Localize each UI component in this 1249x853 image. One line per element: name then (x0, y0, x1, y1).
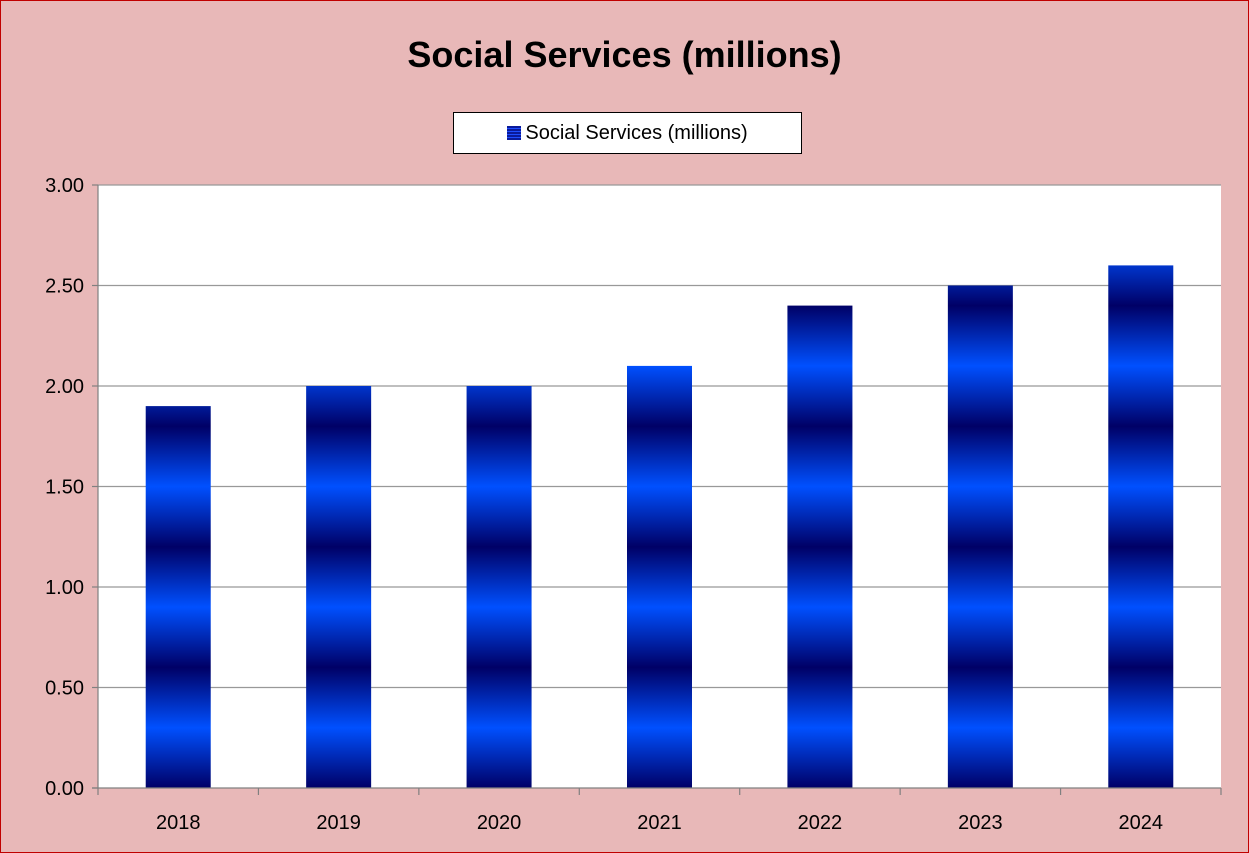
bar-2020 (466, 386, 532, 788)
bar-2018 (145, 406, 211, 788)
bar-2022 (787, 305, 853, 788)
bars (145, 265, 1174, 788)
y-tick-label: 0.50 (45, 678, 84, 700)
legend-swatch-icon (507, 126, 522, 140)
x-tick-label: 2019 (316, 812, 361, 834)
bar-2021 (627, 365, 692, 788)
x-tick-label: 2018 (156, 812, 201, 834)
x-tick-label: 2023 (958, 812, 1003, 834)
y-tick-label: 0.00 (45, 778, 84, 800)
legend-label: Social Services (millions) (525, 121, 748, 144)
y-tick-label: 2.00 (45, 376, 84, 398)
bar-2019 (306, 386, 372, 788)
chart-title: Social Services (millions) (407, 34, 842, 75)
y-tick-label: 1.50 (45, 477, 84, 499)
x-tick-labels: 2018 2019 2020 2021 2022 2023 2024 (156, 812, 1163, 834)
x-tick-label: 2020 (477, 812, 522, 834)
x-tick-label: 2022 (798, 812, 843, 834)
y-tick-label: 2.50 (45, 276, 84, 298)
y-tick-label: 3.00 (45, 175, 84, 197)
x-tick-label: 2021 (637, 812, 682, 834)
bar-2024 (1108, 265, 1174, 788)
y-tick-label: 1.00 (45, 577, 84, 599)
x-tick-label: 2024 (1119, 812, 1164, 834)
legend: Social Services (millions) (453, 112, 802, 154)
bar-2023 (947, 285, 1013, 788)
y-tick-labels: 0.00 0.50 1.00 1.50 2.00 2.50 3.00 (45, 175, 84, 800)
axes (92, 184, 1222, 795)
